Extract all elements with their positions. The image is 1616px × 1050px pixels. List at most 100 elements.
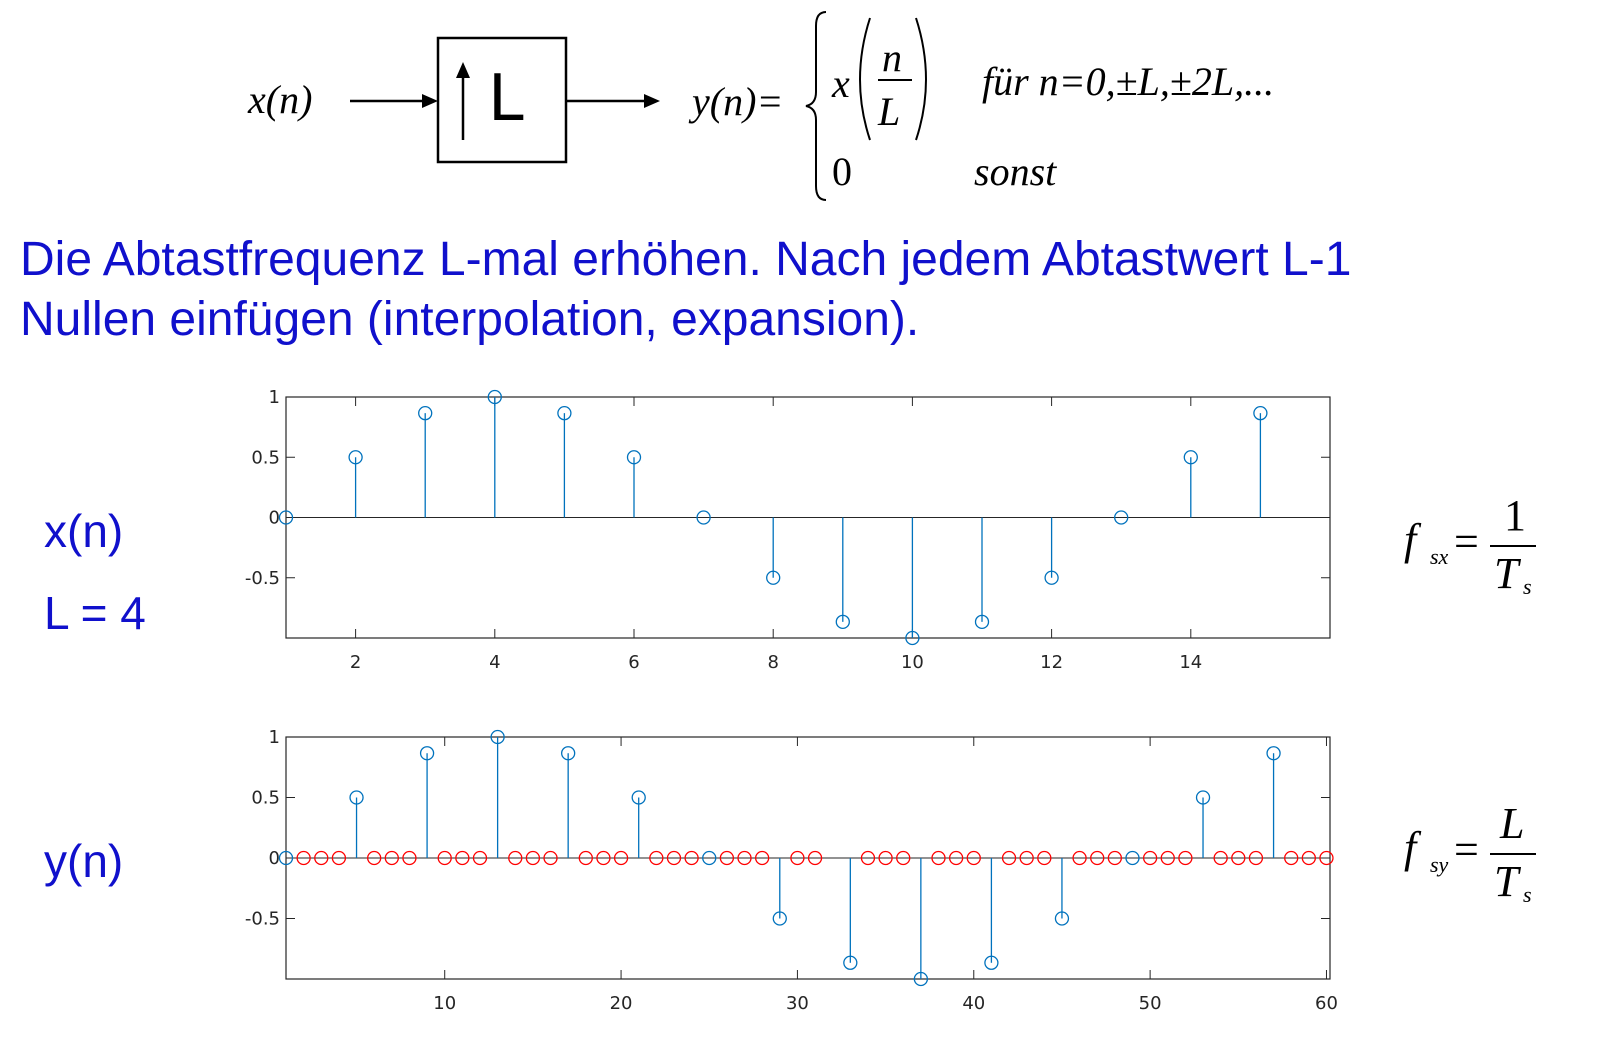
x-tick-label: 12: [1040, 652, 1063, 673]
input-arrowhead-icon: [422, 94, 438, 108]
x-tick-label: 2: [350, 652, 361, 673]
stem-marker: [1044, 570, 1059, 585]
inserted-zero-marker: [931, 850, 946, 866]
inserted-zero-marker: [737, 850, 752, 866]
block-label: L: [488, 62, 524, 136]
inserted-zero-marker: [1001, 850, 1017, 866]
stem-marker: [696, 510, 711, 525]
inserted-zero-marker: [878, 850, 893, 866]
case-brace: [805, 11, 827, 201]
description-line-2: Nullen einfügen (interpolation, expansio…: [20, 293, 920, 346]
case1-denominator: L: [878, 89, 901, 134]
stem-marker: [905, 630, 920, 646]
inserted-zero-marker: [754, 850, 770, 866]
case1-condition: für n=0,±L,±2L,...: [982, 59, 1275, 104]
inserted-zero-marker: [578, 850, 593, 866]
inserted-zero-marker: [1301, 850, 1316, 866]
fsx-f: f: [1404, 515, 1417, 564]
fsx-equals: =: [1454, 517, 1479, 566]
inserted-zero-marker: [1248, 850, 1264, 866]
inserted-zero-marker: [455, 850, 470, 866]
inserted-zero-marker: [472, 850, 488, 866]
stem-marker: [348, 450, 363, 465]
inserted-zero-marker: [719, 850, 735, 866]
stem-marker: [349, 790, 364, 805]
x-tick-label: 4: [489, 652, 500, 673]
inserted-zero-marker: [1142, 850, 1158, 866]
x-tick-label: 30: [786, 993, 809, 1014]
stem-marker: [1114, 510, 1129, 525]
stem-marker: [418, 405, 433, 421]
fsx-numerator: 1: [1504, 491, 1526, 540]
fsy-numerator: L: [1500, 799, 1525, 848]
stem-marker: [984, 955, 999, 970]
diagram-input-label: x(n): [248, 77, 313, 122]
xn-label: x(n): [44, 505, 124, 557]
stem-marker: [766, 570, 781, 585]
stem-marker: [278, 850, 294, 866]
inserted-zero-marker: [649, 850, 664, 866]
fsy-equals: =: [1454, 825, 1479, 874]
y-tick-label: 0: [269, 508, 280, 529]
chart-2: 10 20 30 40 50 60 1 0.5 0 -0.5: [245, 727, 1338, 1014]
inserted-zero-marker: [437, 850, 452, 866]
inserted-zero-marker: [1178, 850, 1193, 866]
x-tick-label: 8: [767, 652, 778, 673]
inserted-zero-marker: [596, 850, 611, 866]
description-line-1: Die Abtastfrequenz L-mal erhöhen. Nach j…: [20, 233, 1352, 286]
output-arrowhead-icon: [644, 94, 660, 108]
fsx-denominator-T: T: [1494, 549, 1519, 598]
inserted-zero-marker: [402, 850, 417, 866]
case1-x: x: [832, 61, 850, 106]
inserted-zero-marker: [543, 850, 558, 866]
fsy-fraction-bar: [1490, 853, 1536, 855]
diagram-arrows-and-block: [350, 11, 927, 201]
y-tick-label: 1: [269, 727, 280, 748]
case2-condition: sonst: [974, 149, 1057, 194]
inserted-zero-marker: [1231, 850, 1246, 866]
inserted-zero-marker: [314, 850, 329, 866]
stem-marker: [1054, 911, 1070, 926]
x-tick-label: 10: [433, 993, 456, 1014]
x-tick-label: 10: [901, 652, 924, 673]
chart-1: 2 4 6 8 10 12 14 1 0.5 0 -0.5: [245, 387, 1331, 673]
stem-marker: [1183, 450, 1198, 465]
fsy-denominator-sub: s: [1523, 882, 1532, 907]
stem-marker: [1253, 405, 1268, 421]
x-tick-label: 50: [1139, 993, 1162, 1014]
x-tick-label: 20: [610, 993, 633, 1014]
stem-marker: [913, 971, 929, 987]
stem-marker: [561, 746, 576, 761]
inserted-zero-marker: [613, 850, 629, 866]
stem-marker: [626, 450, 642, 465]
L-value-label: L = 4: [44, 587, 146, 639]
stem-marker: [631, 790, 646, 805]
fsy-f: f: [1404, 823, 1417, 872]
fsx-denominator-sub: s: [1523, 574, 1532, 599]
stem-marker: [1266, 746, 1281, 761]
x-tick-label: 60: [1315, 993, 1338, 1014]
inserted-zero-marker: [296, 850, 311, 866]
inserted-zero-marker: [1107, 850, 1123, 866]
inserted-zero-marker: [860, 850, 876, 866]
stem-marker: [1125, 850, 1140, 866]
inserted-zero-marker: [684, 850, 699, 866]
inserted-zero-marker: [1019, 850, 1034, 866]
stem-marker: [487, 389, 502, 405]
stem-marker: [490, 729, 505, 745]
fsy-denominator-T: T: [1494, 857, 1519, 906]
inserted-zero-marker: [1284, 850, 1299, 866]
fsx-fraction-bar: [1490, 545, 1536, 547]
y-tick-label: -0.5: [245, 909, 280, 930]
y-tick-label: 1: [269, 387, 280, 408]
inserted-zero-marker: [790, 850, 805, 866]
inserted-zero-marker: [948, 850, 964, 866]
inserted-zero-marker: [384, 850, 399, 866]
fsy-subscript: sy: [1430, 852, 1449, 877]
yn-label: y(n): [44, 835, 124, 887]
inserted-zero-marker: [807, 850, 823, 866]
stem-marker: [835, 614, 850, 630]
output-lhs: y(n)=: [692, 79, 784, 124]
x-tick-label: 14: [1179, 652, 1202, 673]
